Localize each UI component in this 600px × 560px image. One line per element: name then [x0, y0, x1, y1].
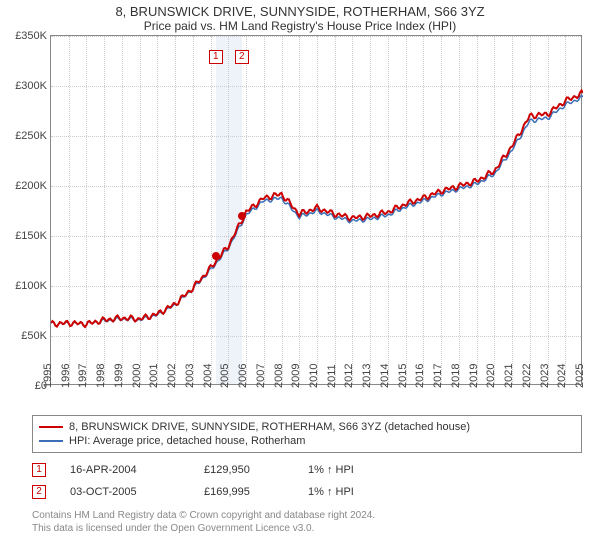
- event-row: 1 16-APR-2004 £129,950 1% ↑ HPI: [32, 459, 582, 481]
- y-tick-label: £150K: [15, 230, 47, 242]
- footer-attribution: Contains HM Land Registry data © Crown c…: [32, 509, 582, 535]
- y-tick-label: £50K: [21, 330, 47, 342]
- legend-swatch: [39, 426, 63, 428]
- legend-label: HPI: Average price, detached house, Roth…: [69, 435, 305, 447]
- chart-title: 8, BRUNSWICK DRIVE, SUNNYSIDE, ROTHERHAM…: [0, 0, 600, 19]
- event-price: £169,995: [204, 486, 284, 498]
- event-row-marker: 2: [32, 485, 46, 499]
- legend-swatch: [39, 440, 63, 442]
- event-hpi-delta: 1% ↑ HPI: [308, 486, 354, 498]
- legend: 8, BRUNSWICK DRIVE, SUNNYSIDE, ROTHERHAM…: [32, 415, 582, 453]
- footer-line-2: This data is licensed under the Open Gov…: [32, 522, 582, 535]
- legend-item: HPI: Average price, detached house, Roth…: [39, 434, 575, 448]
- legend-item: 8, BRUNSWICK DRIVE, SUNNYSIDE, ROTHERHAM…: [39, 420, 575, 434]
- y-tick-label: £350K: [15, 30, 47, 42]
- series-line: [51, 95, 583, 326]
- plot-region: £0£50K£100K£150K£200K£250K£300K£350K1995…: [50, 35, 582, 385]
- event-marker-dot: [212, 252, 220, 260]
- event-marker-dot: [238, 212, 246, 220]
- event-row: 2 03-OCT-2005 £169,995 1% ↑ HPI: [32, 481, 582, 503]
- y-tick-label: £100K: [15, 280, 47, 292]
- legend-label: 8, BRUNSWICK DRIVE, SUNNYSIDE, ROTHERHAM…: [69, 421, 470, 433]
- chart-subtitle: Price paid vs. HM Land Registry's House …: [0, 19, 600, 35]
- event-marker-box: 1: [209, 50, 223, 64]
- y-tick-label: £250K: [15, 130, 47, 142]
- event-marker-box: 2: [235, 50, 249, 64]
- event-date: 16-APR-2004: [70, 464, 180, 476]
- y-tick-label: £200K: [15, 180, 47, 192]
- event-date: 03-OCT-2005: [70, 486, 180, 498]
- footer-line-1: Contains HM Land Registry data © Crown c…: [32, 509, 582, 522]
- y-tick-label: £300K: [15, 80, 47, 92]
- event-row-marker: 1: [32, 463, 46, 477]
- lines-svg: [51, 36, 583, 386]
- events-table: 1 16-APR-2004 £129,950 1% ↑ HPI 2 03-OCT-2005…: [32, 459, 582, 503]
- event-price: £129,950: [204, 464, 284, 476]
- event-hpi-delta: 1% ↑ HPI: [308, 464, 354, 476]
- chart-area: £0£50K£100K£150K£200K£250K£300K£350K1995…: [50, 35, 582, 385]
